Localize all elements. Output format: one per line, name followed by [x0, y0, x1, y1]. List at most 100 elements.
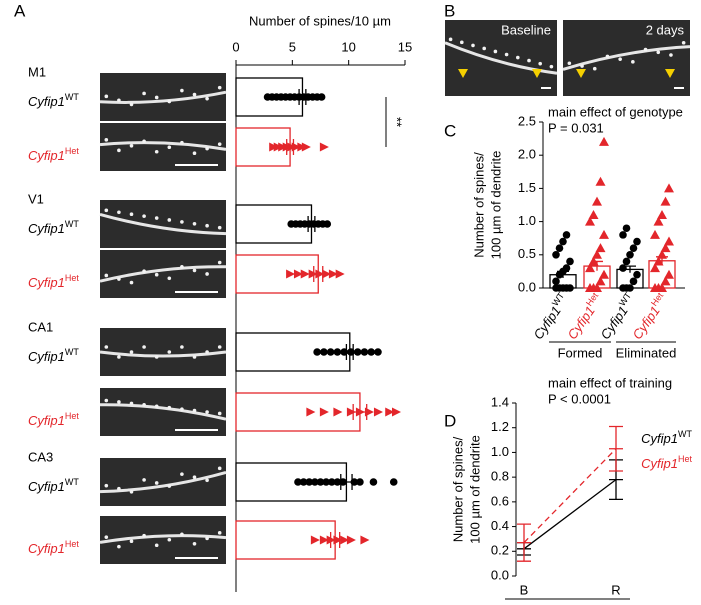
data-point	[346, 407, 356, 417]
x-axis-title: Number of spines/10 µm	[249, 13, 391, 28]
dendrite	[99, 90, 227, 104]
spine	[180, 532, 184, 537]
error-bar	[298, 89, 307, 105]
spine	[129, 280, 134, 285]
spine	[448, 37, 453, 42]
spine	[567, 61, 572, 66]
data-point	[322, 269, 332, 279]
significance-label: **	[390, 117, 405, 127]
spine	[580, 64, 584, 68]
spine	[167, 484, 172, 488]
data-point	[317, 93, 326, 101]
data-point	[391, 407, 401, 417]
spine	[142, 345, 146, 349]
series-label: Cyfip1WT	[28, 477, 79, 494]
dendrite	[99, 534, 227, 544]
y-tick-label: 0.6	[491, 493, 509, 508]
error-bar	[624, 265, 636, 273]
spine	[154, 481, 159, 485]
data-point	[657, 209, 667, 219]
data-point	[340, 535, 350, 545]
spine	[681, 40, 686, 45]
series-label: Cyfip1WT	[28, 219, 79, 236]
spine	[104, 208, 109, 213]
series-name: Cyfip1	[28, 275, 65, 290]
data-point	[319, 535, 329, 545]
data-point	[306, 407, 316, 417]
annotation: main effect of genotype	[548, 104, 683, 119]
data-point	[595, 276, 606, 286]
data-point	[619, 264, 627, 272]
data-point	[566, 284, 574, 292]
series-label: Cyfip1Het	[628, 291, 671, 343]
data-point	[346, 535, 356, 545]
spine	[205, 96, 209, 101]
data-point	[323, 220, 332, 228]
data-point	[629, 277, 638, 286]
spine	[527, 58, 531, 63]
spine	[167, 276, 172, 281]
spine	[471, 43, 475, 48]
series-sup: WT	[65, 219, 79, 229]
x-tick-label: 5	[289, 39, 296, 54]
data-point	[562, 231, 571, 239]
spine	[180, 265, 184, 269]
annotation: P = 0.031	[548, 120, 604, 135]
micrograph	[100, 328, 226, 376]
spine	[205, 478, 209, 483]
region-label: M1	[28, 64, 46, 79]
data-point	[629, 244, 638, 252]
x-tick-label: 10	[341, 39, 355, 54]
data-point	[660, 196, 671, 206]
spine	[142, 139, 146, 144]
data-point	[322, 478, 330, 486]
spine	[217, 345, 222, 349]
series-label: Cyfip1Het	[28, 273, 79, 290]
y-axis-title: 100 µm of dendrite	[467, 435, 482, 544]
data-point	[626, 251, 634, 259]
data-point	[294, 478, 302, 486]
data-point	[333, 478, 342, 486]
arrowhead	[576, 69, 586, 78]
spine	[154, 216, 159, 220]
spine	[180, 220, 184, 224]
spine	[104, 535, 109, 539]
y-tick-label: 0.2	[491, 543, 509, 558]
y-tick-label: 1.4	[491, 394, 509, 409]
data-point	[626, 284, 634, 292]
y-tick-label: 1.0	[518, 213, 536, 228]
error-bar	[313, 266, 324, 282]
data-point	[555, 244, 564, 252]
data-point	[319, 142, 329, 152]
spine	[192, 92, 197, 97]
data-point	[305, 478, 314, 486]
data-point	[664, 236, 674, 246]
data-point	[367, 348, 376, 356]
data-point	[599, 136, 609, 146]
data-point	[595, 176, 606, 186]
spine	[117, 98, 121, 103]
series-line	[523, 479, 617, 550]
series-name: Cyfip1	[531, 304, 564, 343]
data-point	[566, 257, 574, 266]
spine	[167, 99, 172, 104]
series-name: Cyfip1	[630, 304, 663, 343]
region-label: CA1	[28, 319, 53, 334]
data-point	[660, 276, 671, 286]
spine	[104, 345, 109, 349]
series-line	[523, 448, 617, 544]
micrograph	[100, 388, 226, 436]
micrograph	[563, 20, 690, 96]
spine	[142, 91, 146, 96]
spine	[217, 411, 222, 416]
data-point	[592, 283, 602, 292]
series-sup: WT	[65, 347, 79, 357]
series-name: Cyfip1	[28, 94, 65, 109]
spine	[154, 95, 159, 100]
series-label: Cyfip1WT	[28, 347, 79, 364]
series-name: Cyfip1	[28, 413, 65, 428]
series-label: Cyfip1WT	[641, 429, 692, 446]
spine	[217, 531, 222, 535]
series-label: Cyfip1Het	[641, 454, 692, 471]
series-name: Cyfip1	[641, 456, 678, 471]
